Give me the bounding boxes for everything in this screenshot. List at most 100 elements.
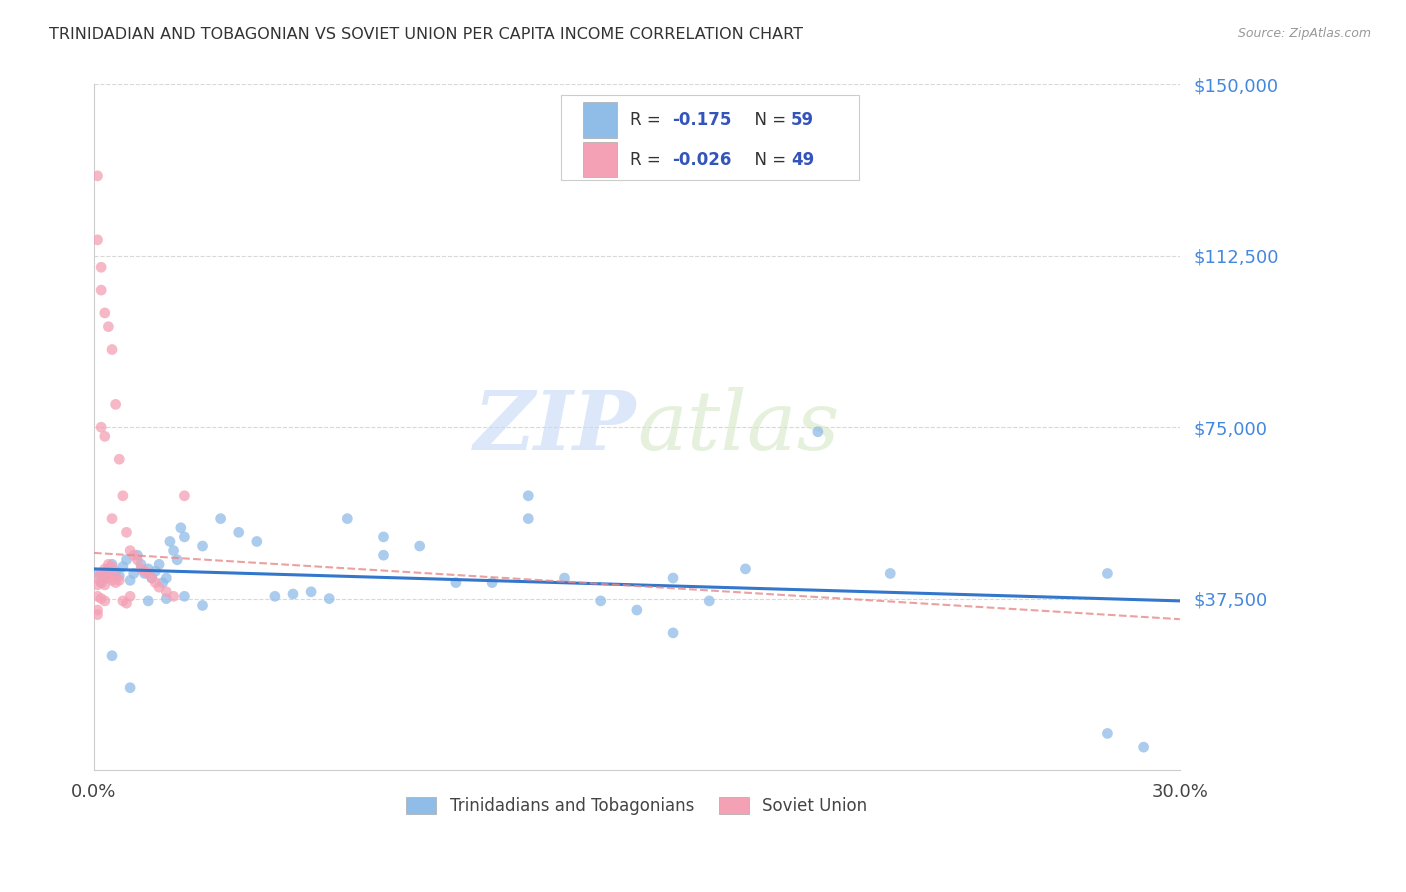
Point bbox=[104, 397, 127, 411]
Point bbox=[111, 594, 134, 608]
Text: -0.026: -0.026 bbox=[672, 151, 731, 169]
Point bbox=[879, 566, 901, 581]
Point bbox=[90, 566, 112, 581]
Point bbox=[94, 429, 117, 443]
Point bbox=[166, 553, 188, 567]
Point bbox=[662, 571, 685, 585]
Point bbox=[145, 575, 167, 590]
Point bbox=[120, 543, 142, 558]
Point bbox=[90, 420, 112, 434]
Point bbox=[155, 584, 177, 599]
Point bbox=[127, 548, 149, 562]
Point bbox=[1097, 726, 1119, 740]
Point bbox=[104, 568, 127, 582]
Point bbox=[170, 521, 193, 535]
Point bbox=[104, 575, 127, 590]
Text: atlas: atlas bbox=[637, 387, 839, 467]
Point bbox=[122, 566, 145, 581]
Point bbox=[90, 591, 112, 606]
Point bbox=[373, 530, 395, 544]
Point bbox=[318, 591, 340, 606]
Point bbox=[299, 584, 322, 599]
Point bbox=[86, 571, 108, 585]
Point bbox=[662, 626, 685, 640]
Point bbox=[134, 564, 156, 578]
Point bbox=[1132, 740, 1154, 755]
Text: Source: ZipAtlas.com: Source: ZipAtlas.com bbox=[1237, 27, 1371, 40]
Point bbox=[517, 511, 540, 525]
Point bbox=[159, 534, 181, 549]
Point bbox=[626, 603, 648, 617]
Point bbox=[94, 562, 117, 576]
Point bbox=[589, 594, 612, 608]
Point bbox=[111, 489, 134, 503]
Text: 49: 49 bbox=[792, 151, 814, 169]
Point bbox=[97, 319, 120, 334]
Point bbox=[101, 648, 124, 663]
Point bbox=[444, 575, 467, 590]
Point bbox=[162, 543, 184, 558]
Legend: Trinidadians and Tobagonians, Soviet Union: Trinidadians and Tobagonians, Soviet Uni… bbox=[398, 789, 876, 823]
Point bbox=[108, 452, 131, 467]
Text: TRINIDADIAN AND TOBAGONIAN VS SOVIET UNION PER CAPITA INCOME CORRELATION CHART: TRINIDADIAN AND TOBAGONIAN VS SOVIET UNI… bbox=[49, 27, 803, 42]
Point bbox=[101, 343, 124, 357]
Point bbox=[281, 587, 304, 601]
Point bbox=[141, 571, 163, 585]
Point bbox=[86, 578, 108, 592]
FancyBboxPatch shape bbox=[561, 95, 859, 180]
Point bbox=[136, 594, 159, 608]
Point bbox=[101, 574, 124, 588]
Text: R =: R = bbox=[630, 151, 666, 169]
Point bbox=[264, 590, 287, 604]
Point bbox=[90, 575, 112, 590]
Point bbox=[129, 558, 152, 572]
Point bbox=[94, 568, 117, 582]
Point bbox=[807, 425, 830, 439]
Point bbox=[697, 594, 720, 608]
Point bbox=[94, 594, 117, 608]
Point bbox=[120, 681, 142, 695]
Point bbox=[111, 559, 134, 574]
Point bbox=[104, 564, 127, 578]
Point bbox=[553, 571, 575, 585]
Point bbox=[155, 571, 177, 585]
Text: N =: N = bbox=[744, 112, 792, 129]
Point bbox=[246, 534, 269, 549]
Point bbox=[86, 169, 108, 183]
Point bbox=[97, 562, 120, 576]
Point bbox=[101, 558, 124, 572]
Point bbox=[86, 603, 108, 617]
Point bbox=[86, 233, 108, 247]
Point bbox=[191, 539, 214, 553]
Point bbox=[148, 580, 170, 594]
Text: ZIP: ZIP bbox=[474, 387, 637, 467]
Point bbox=[517, 489, 540, 503]
Point bbox=[115, 596, 138, 610]
Point bbox=[97, 558, 120, 572]
Text: N =: N = bbox=[744, 151, 792, 169]
Text: R =: R = bbox=[630, 112, 666, 129]
Point bbox=[90, 283, 112, 297]
Point bbox=[115, 525, 138, 540]
Point bbox=[90, 260, 112, 275]
Point bbox=[86, 607, 108, 622]
Point bbox=[1097, 566, 1119, 581]
Point bbox=[86, 566, 108, 581]
Point bbox=[173, 590, 195, 604]
Point bbox=[94, 578, 117, 592]
Point bbox=[122, 548, 145, 562]
Point bbox=[373, 548, 395, 562]
Point bbox=[97, 566, 120, 581]
Point bbox=[97, 571, 120, 585]
Point bbox=[162, 590, 184, 604]
Point bbox=[145, 564, 167, 578]
Point bbox=[173, 530, 195, 544]
Point bbox=[108, 574, 131, 588]
Point bbox=[120, 574, 142, 588]
FancyBboxPatch shape bbox=[582, 142, 617, 178]
Point bbox=[94, 306, 117, 320]
Point bbox=[86, 590, 108, 604]
Point bbox=[94, 571, 117, 585]
Point bbox=[136, 566, 159, 581]
Point bbox=[152, 575, 174, 590]
